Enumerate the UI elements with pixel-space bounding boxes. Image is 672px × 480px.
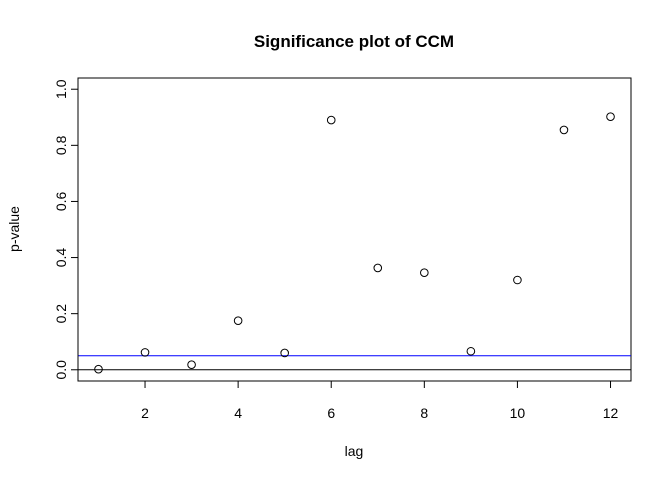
data-point (94, 364, 103, 374)
data-point (373, 263, 383, 273)
data-point (326, 115, 336, 125)
x-axis-label: lag (345, 443, 364, 459)
reference-lines (78, 355, 631, 371)
data-point (420, 268, 429, 278)
x-axis: 2 4 6 8 10 12 (141, 380, 619, 421)
x-tick-label: 2 (141, 405, 149, 421)
y-axis: 0.0 0.2 0.4 0.6 0.8 1.0 (53, 79, 79, 380)
y-axis-label: p-value (6, 206, 22, 252)
plot-frame (77, 77, 632, 382)
data-point (606, 112, 615, 122)
data-point (466, 346, 476, 356)
x-tick-label: 6 (327, 405, 335, 421)
data-point (513, 275, 522, 285)
chart-title: Significance plot of CCM (254, 32, 454, 51)
x-tick-label: 12 (603, 405, 619, 421)
y-tick-label: 0.6 (53, 192, 69, 212)
data-point (559, 125, 569, 135)
data-point (140, 348, 150, 357)
data-point (280, 348, 289, 358)
data-point (233, 316, 243, 325)
x-tick-label: 10 (510, 405, 526, 421)
y-tick-label: 0.8 (53, 135, 69, 155)
data-points (94, 112, 615, 374)
y-tick-label: 1.0 (53, 79, 69, 99)
y-tick-label: 0.0 (53, 360, 69, 380)
data-point (187, 360, 196, 370)
x-tick-label: 8 (420, 405, 428, 421)
y-tick-label: 0.4 (53, 248, 69, 268)
y-tick-label: 0.2 (53, 304, 69, 324)
x-tick-label: 4 (234, 405, 242, 421)
